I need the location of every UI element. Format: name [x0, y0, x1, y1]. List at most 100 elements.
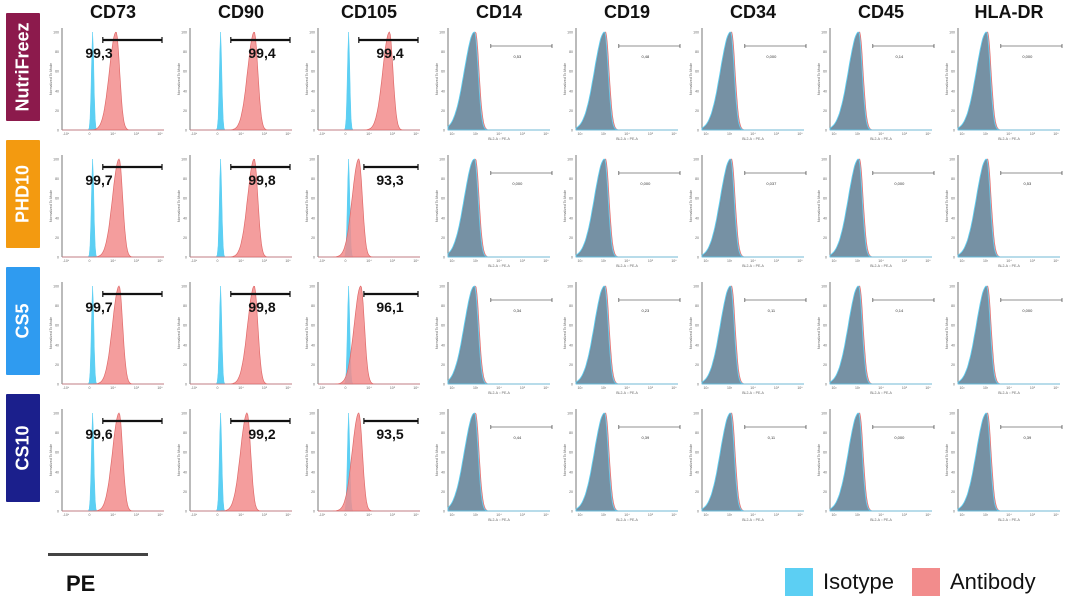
y-tick-label: 40	[951, 89, 955, 93]
y-tick-label: 80	[951, 177, 955, 181]
y-tick-label: 80	[951, 431, 955, 435]
histogram-panel: 0 20 40 60 80 100 Normalized To Mode -10⁴ 0 10⁴ 10…	[305, 282, 420, 390]
y-tick-label: 0	[313, 383, 315, 387]
y-tick-label: 100	[693, 285, 699, 289]
histogram-panel: 0 20 40 60 80 100 Normalized To Mode 10² 10³ 10⁴ 1…	[563, 409, 681, 522]
x-tick-label: 10⁶	[413, 132, 419, 136]
y-tick-label: 100	[567, 158, 573, 162]
x-tick-label: 10³	[601, 259, 607, 263]
y-tick-label: 40	[441, 89, 445, 93]
y-axis-label: Normalized To Mode	[817, 317, 821, 349]
y-tick-label: 20	[569, 236, 573, 240]
x-tick-label: 10²	[703, 386, 709, 390]
x-tick-label: 10³	[727, 386, 733, 390]
histogram-panel: 0 20 40 60 80 100 Normalized To Mode 10² 10³ 10⁴ 1…	[689, 282, 807, 395]
x-axis-label: BL2-A :: PE-A	[742, 391, 764, 395]
y-tick-label: 60	[569, 324, 573, 328]
y-tick-label: 20	[55, 236, 59, 240]
y-tick-label: 80	[183, 50, 187, 54]
x-tick-label: 10⁶	[157, 259, 163, 263]
histogram-panel: 0 20 40 60 80 100 Normalized To Mode -10⁴ 0 10⁴ 10…	[49, 282, 164, 390]
x-tick-label: 10⁴	[496, 513, 502, 517]
x-tick-label: 10⁵	[262, 513, 268, 517]
y-tick-label: 0	[57, 383, 59, 387]
histogram-panel: 0 20 40 60 80 100 Normalized To Mode 10² 10³ 10⁴ 1…	[945, 28, 1063, 141]
y-tick-label: 80	[441, 50, 445, 54]
x-tick-label: 10³	[601, 513, 607, 517]
legend-isotype-label: Isotype	[823, 569, 894, 594]
x-tick-label: 10⁴	[366, 386, 372, 390]
x-tick-label: 10³	[727, 513, 733, 517]
x-axis-label: BL2-A :: PE-A	[998, 137, 1020, 141]
y-tick-label: 40	[183, 216, 187, 220]
y-tick-label: 0	[57, 129, 59, 133]
y-tick-label: 40	[183, 343, 187, 347]
y-tick-label: 100	[53, 285, 59, 289]
y-tick-label: 100	[309, 31, 315, 35]
positive-percent-label: 0,11	[768, 308, 776, 313]
y-tick-label: 100	[53, 31, 59, 35]
y-tick-label: 100	[309, 412, 315, 416]
x-tick-label: 10⁶	[157, 386, 163, 390]
histogram-panel: 0 20 40 60 80 100 Normalized To Mode 10² 10³ 10⁴ 1…	[817, 155, 935, 268]
y-tick-label: 0	[825, 383, 827, 387]
x-tick-label: 10⁴	[878, 513, 884, 517]
x-axis-label: BL2-A :: PE-A	[488, 518, 510, 522]
x-tick-label: 10²	[959, 259, 965, 263]
y-axis-label: Normalized To Mode	[305, 190, 309, 222]
x-tick-label: 10⁴	[366, 259, 372, 263]
y-tick-label: 20	[441, 109, 445, 113]
legend-antibody: Antibody	[912, 568, 1036, 596]
y-tick-label: 80	[823, 431, 827, 435]
scale-bar	[48, 553, 148, 556]
x-axis-label: BL2-A :: PE-A	[870, 137, 892, 141]
y-tick-label: 0	[443, 256, 445, 260]
y-tick-label: 0	[185, 129, 187, 133]
isotype-histogram	[829, 158, 932, 258]
row-label-phd10: PHD10	[6, 140, 40, 248]
positive-percent-label: 96,1	[376, 299, 403, 315]
y-tick-label: 0	[57, 256, 59, 260]
y-tick-label: 60	[695, 197, 699, 201]
column-header-cd19: CD19	[603, 2, 651, 22]
x-axis-label: BL2-A :: PE-A	[616, 137, 638, 141]
column-header-cd90: CD90	[217, 2, 265, 22]
positive-percent-label: 0,000	[894, 181, 905, 186]
x-tick-label: 10²	[831, 386, 837, 390]
histogram-panel: 0 20 40 60 80 100 Normalized To Mode 10² 10³ 10⁴ 1…	[817, 282, 935, 395]
x-tick-label: 10⁴	[624, 386, 630, 390]
x-tick-label: 10²	[577, 513, 583, 517]
y-tick-label: 80	[569, 304, 573, 308]
y-tick-label: 80	[695, 50, 699, 54]
y-tick-label: 40	[311, 216, 315, 220]
x-tick-label: 10⁵	[390, 132, 396, 136]
x-axis-label: BL2-A :: PE-A	[998, 518, 1020, 522]
isotype-histogram	[447, 412, 550, 512]
y-tick-label: 20	[569, 363, 573, 367]
y-tick-label: 40	[311, 470, 315, 474]
y-tick-label: 100	[949, 158, 955, 162]
x-tick-label: 10⁶	[925, 386, 931, 390]
x-axis-label: BL2-A :: PE-A	[488, 264, 510, 268]
y-tick-label: 20	[55, 109, 59, 113]
x-tick-label: 10³	[855, 513, 861, 517]
y-tick-label: 40	[951, 216, 955, 220]
histogram-panel: 0 20 40 60 80 100 Normalized To Mode 10² 10³ 10⁴ 1…	[945, 282, 1063, 395]
x-tick-label: 0	[89, 513, 91, 517]
x-tick-label: 10⁵	[1030, 386, 1036, 390]
y-tick-label: 60	[951, 70, 955, 74]
y-tick-label: 40	[569, 216, 573, 220]
y-tick-label: 0	[313, 129, 315, 133]
y-tick-label: 80	[823, 50, 827, 54]
isotype-histogram	[701, 285, 804, 385]
y-tick-label: 100	[567, 412, 573, 416]
y-tick-label: 80	[55, 304, 59, 308]
positive-percent-label: 0,037	[766, 181, 777, 186]
x-tick-label: 10⁴	[110, 513, 116, 517]
legend-antibody-label: Antibody	[950, 569, 1036, 594]
y-tick-label: 100	[949, 412, 955, 416]
x-tick-label: 10⁵	[648, 132, 654, 136]
x-tick-label: 10⁵	[262, 386, 268, 390]
x-tick-label: 10⁵	[262, 132, 268, 136]
